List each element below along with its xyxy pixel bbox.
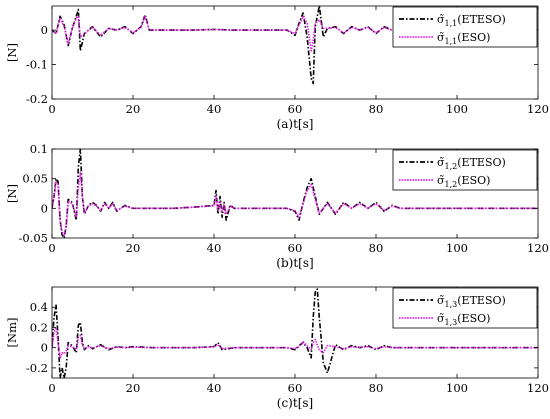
x-tick-label: 0 <box>48 241 55 255</box>
legend: σ̃1,3(ETESO) σ̃1,3(ESO) <box>392 287 538 329</box>
legend: σ̃1,2(ETESO) σ̃1,2(ESO) <box>392 149 538 191</box>
legend-label: σ̃1,3(ESO) <box>437 312 490 327</box>
y-tick-label: 0 <box>41 201 48 215</box>
y-axis-label: [N] <box>5 184 19 203</box>
legend-box <box>392 6 538 48</box>
x-tick-label: 40 <box>207 381 222 395</box>
legend-label: σ̃1,1(ESO) <box>437 31 490 46</box>
series-line-eso <box>52 171 538 236</box>
y-tick-label: -0.05 <box>19 231 49 245</box>
y-tick-label: -0.2 <box>26 92 48 106</box>
chart-panel-2: 0 20 40 60 80 100 1200.10.050-0.05(b)t[s][N]σ̃… <box>5 142 549 270</box>
legend-label: σ̃1,1(ETESO) <box>437 13 506 28</box>
y-tick-label: 0.4 <box>30 300 48 314</box>
y-tick-label: -0.1 <box>26 58 48 72</box>
x-tick-label: 0 <box>48 102 55 116</box>
legend: σ̃1,1(ETESO) σ̃1,1(ESO) <box>392 6 538 48</box>
x-tick-label: 80 <box>369 381 384 395</box>
x-axis-caption: (c)t[s] <box>277 396 313 410</box>
x-tick-label: 80 <box>369 241 384 255</box>
y-tick-label: 0.1 <box>30 142 48 156</box>
legend-label: σ̃1,2(ESO) <box>437 174 490 189</box>
x-axis-caption: (b)t[s] <box>276 256 313 270</box>
x-tick-label: 100 <box>446 102 468 116</box>
x-tick-label: 80 <box>369 102 384 116</box>
series-line-eteso <box>52 288 538 378</box>
legend-label: σ̃1,2(ETESO) <box>437 156 506 171</box>
legend-box <box>392 149 538 191</box>
x-tick-label: 60 <box>288 102 303 116</box>
y-axis-label: [N] <box>5 43 19 62</box>
series-line-eso <box>52 15 538 52</box>
chart-panel-1: 0 20 40 60 80 100 120 0 -0.1 -0.2 (a)t[s] [N] σ̃1,1(… <box>5 5 549 131</box>
x-tick-label: 20 <box>126 381 141 395</box>
x-tick-label: 60 <box>288 241 303 255</box>
y-tick-label: -0.2 <box>26 361 48 375</box>
legend-box <box>392 287 538 329</box>
x-tick-label: 120 <box>527 381 549 395</box>
x-tick-label: 40 <box>207 102 222 116</box>
series-line-eso <box>52 326 538 359</box>
x-axis-caption: (a)t[s] <box>277 117 314 131</box>
x-tick-label: 100 <box>446 381 468 395</box>
y-tick-label: 0 <box>41 341 48 355</box>
x-tick-label: 20 <box>126 102 141 116</box>
legend-label: σ̃1,3(ETESO) <box>437 294 506 309</box>
x-tick-label: 40 <box>207 241 222 255</box>
chart-panel-3: 0 20 40 60 80 100 1200.40.20-0.2(c)t[s][Nm]σ̃1… <box>5 286 549 410</box>
x-tick-label: 120 <box>527 241 549 255</box>
y-tick-label: 0 <box>41 23 48 37</box>
x-tick-label: 0 <box>48 381 55 395</box>
y-tick-label: 0.05 <box>22 172 48 186</box>
x-tick-label: 120 <box>527 102 549 116</box>
y-tick-label: 0.2 <box>30 320 48 334</box>
x-tick-label: 100 <box>446 241 468 255</box>
x-tick-label: 60 <box>288 381 303 395</box>
y-axis-label: [Nm] <box>5 318 19 348</box>
x-tick-label: 20 <box>126 241 141 255</box>
